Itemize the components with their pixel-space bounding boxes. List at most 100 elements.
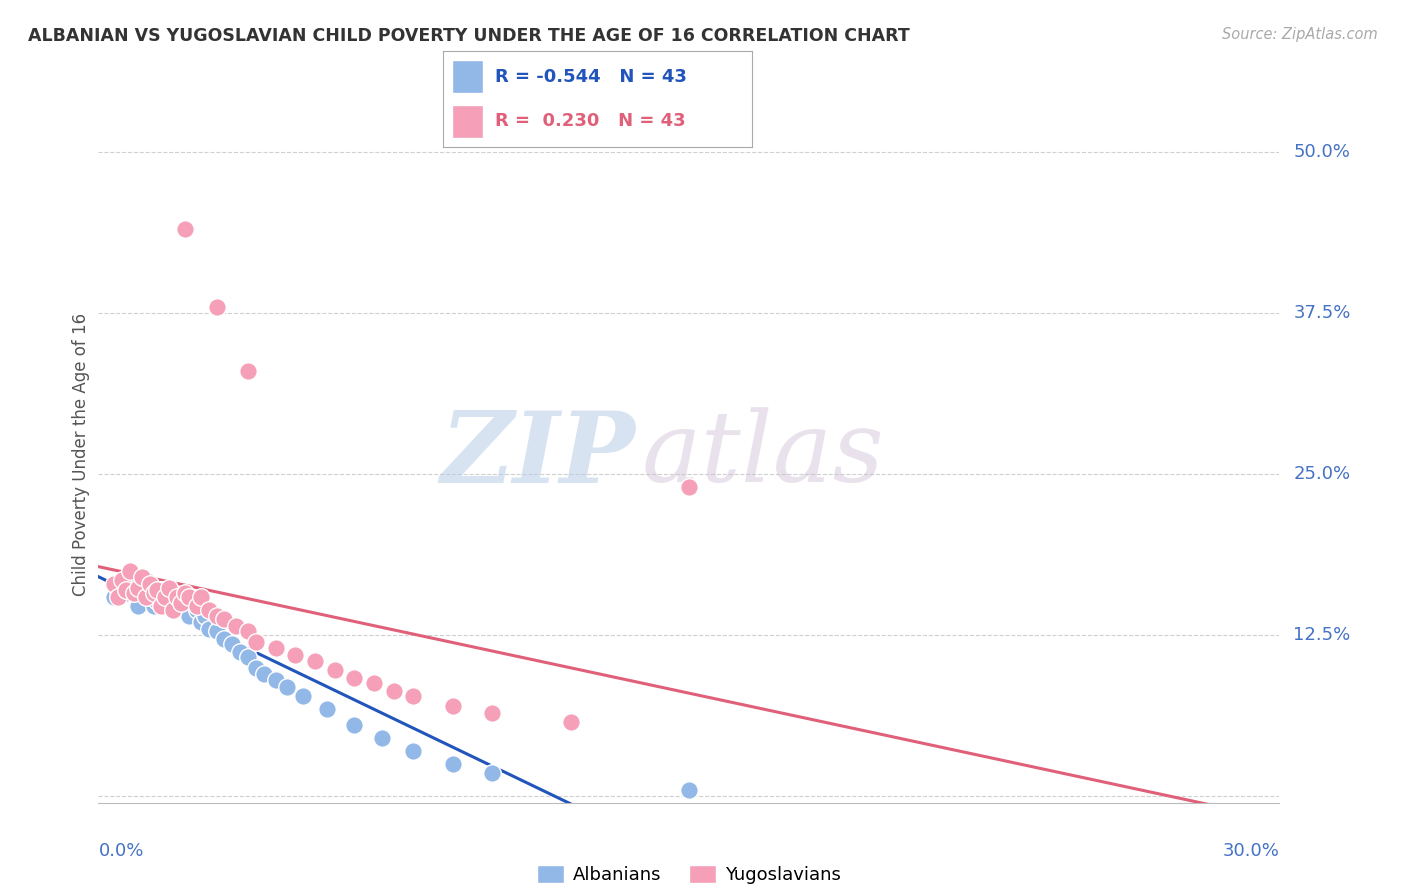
- Point: [304, 654, 326, 668]
- Point: [150, 583, 173, 598]
- Point: [402, 744, 425, 758]
- Text: Source: ZipAtlas.com: Source: ZipAtlas.com: [1222, 27, 1378, 42]
- Point: [229, 645, 252, 659]
- Point: [146, 593, 169, 607]
- Point: [264, 641, 287, 656]
- Point: [284, 648, 307, 662]
- Point: [111, 573, 134, 587]
- Point: [135, 590, 157, 604]
- Point: [678, 480, 700, 494]
- Text: 30.0%: 30.0%: [1223, 842, 1279, 860]
- Point: [276, 680, 298, 694]
- Point: [363, 676, 385, 690]
- Point: [214, 611, 236, 625]
- Point: [150, 599, 173, 613]
- Text: 12.5%: 12.5%: [1294, 626, 1351, 644]
- Point: [103, 576, 125, 591]
- Point: [197, 622, 219, 636]
- Point: [170, 590, 193, 604]
- Point: [107, 590, 129, 604]
- Point: [245, 634, 267, 648]
- Point: [402, 689, 425, 703]
- Point: [186, 599, 208, 613]
- Point: [194, 609, 217, 624]
- Point: [560, 714, 582, 729]
- Bar: [453, 104, 484, 137]
- Point: [174, 596, 197, 610]
- Point: [111, 576, 134, 591]
- Point: [146, 586, 169, 600]
- Point: [122, 586, 145, 600]
- Legend: Albanians, Yugoslavians: Albanians, Yugoslavians: [530, 857, 848, 891]
- Point: [127, 590, 149, 604]
- Point: [157, 590, 180, 604]
- Point: [315, 702, 337, 716]
- Point: [225, 619, 247, 633]
- Point: [245, 660, 267, 674]
- Text: 25.0%: 25.0%: [1294, 466, 1351, 483]
- Point: [221, 637, 243, 651]
- Point: [131, 570, 153, 584]
- Point: [127, 581, 149, 595]
- Point: [162, 602, 184, 616]
- Point: [343, 718, 366, 732]
- Text: R = -0.544   N = 43: R = -0.544 N = 43: [495, 68, 688, 86]
- Point: [264, 673, 287, 688]
- Point: [678, 783, 700, 797]
- Point: [177, 609, 200, 624]
- Bar: [453, 61, 484, 94]
- Point: [236, 624, 259, 639]
- Point: [118, 581, 141, 595]
- Text: 50.0%: 50.0%: [1294, 143, 1350, 161]
- Point: [107, 583, 129, 598]
- Point: [343, 671, 366, 685]
- Point: [122, 570, 145, 584]
- Point: [115, 583, 138, 598]
- Point: [481, 766, 503, 780]
- Point: [166, 599, 188, 613]
- Point: [174, 222, 197, 236]
- Point: [170, 596, 193, 610]
- Point: [155, 596, 177, 610]
- Point: [205, 300, 228, 314]
- Point: [236, 650, 259, 665]
- Point: [186, 602, 208, 616]
- Point: [142, 599, 165, 613]
- Y-axis label: Child Poverty Under the Age of 16: Child Poverty Under the Age of 16: [72, 313, 90, 597]
- Point: [214, 632, 236, 647]
- Point: [177, 590, 200, 604]
- Point: [205, 624, 228, 639]
- Text: R =  0.230   N = 43: R = 0.230 N = 43: [495, 112, 686, 130]
- Text: 37.5%: 37.5%: [1294, 304, 1351, 322]
- Point: [441, 699, 464, 714]
- Point: [131, 583, 153, 598]
- Point: [166, 590, 188, 604]
- Point: [253, 667, 276, 681]
- Point: [323, 663, 346, 677]
- Point: [155, 590, 177, 604]
- Point: [236, 364, 259, 378]
- Point: [162, 602, 184, 616]
- Point: [138, 576, 160, 591]
- Point: [127, 599, 149, 613]
- Point: [190, 590, 212, 604]
- Text: ZIP: ZIP: [441, 407, 636, 503]
- Point: [115, 586, 138, 600]
- Point: [135, 573, 157, 587]
- Point: [142, 586, 165, 600]
- Text: ALBANIAN VS YUGOSLAVIAN CHILD POVERTY UNDER THE AGE OF 16 CORRELATION CHART: ALBANIAN VS YUGOSLAVIAN CHILD POVERTY UN…: [28, 27, 910, 45]
- Point: [481, 706, 503, 720]
- Point: [197, 602, 219, 616]
- Point: [205, 609, 228, 624]
- Text: atlas: atlas: [641, 408, 884, 502]
- Point: [441, 757, 464, 772]
- Text: 0.0%: 0.0%: [98, 842, 143, 860]
- Point: [118, 564, 141, 578]
- Point: [382, 683, 405, 698]
- Point: [174, 586, 197, 600]
- Point: [292, 689, 315, 703]
- Point: [103, 590, 125, 604]
- Point: [190, 615, 212, 630]
- Point: [138, 590, 160, 604]
- Point: [157, 581, 180, 595]
